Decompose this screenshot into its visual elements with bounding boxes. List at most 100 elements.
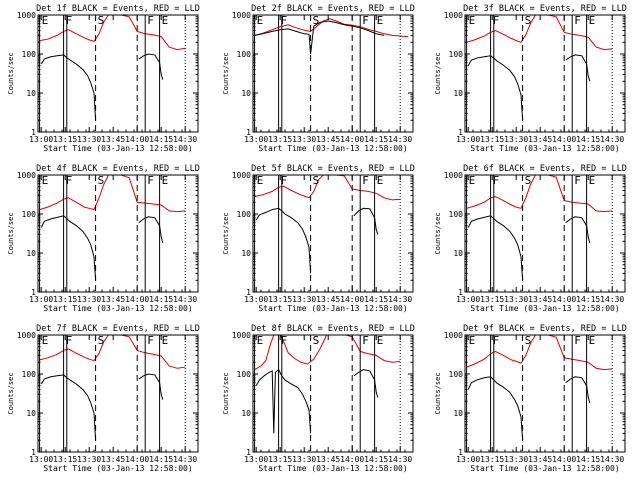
- event-marker-label: E: [469, 174, 476, 187]
- y-tick-label: 1000: [444, 331, 463, 340]
- y-tick-label: 1000: [232, 171, 251, 180]
- event-marker-label: F: [147, 334, 154, 347]
- panel-title: Det 4f BLACK = Events, RED = LLD: [36, 164, 200, 174]
- plot-frame: [252, 174, 414, 293]
- y-axis-label: Counts/sec: [7, 212, 15, 254]
- plot-area: [254, 18, 409, 55]
- plot-frame: [37, 334, 199, 453]
- x-tick-label: 14:00: [552, 135, 576, 144]
- plot-area: [466, 15, 613, 121]
- x-tick-label: 14:30: [173, 135, 197, 144]
- x-tick-label: 13:45: [101, 455, 125, 464]
- y-tick-label: 1: [458, 128, 463, 137]
- x-tick-label: 14:00: [125, 455, 149, 464]
- y-tick-label: 10: [26, 409, 36, 418]
- y-tick-label: 1: [246, 288, 251, 297]
- events-series-line: [467, 215, 591, 281]
- panel-title: Det 5f BLACK = Events, RED = LLD: [251, 164, 415, 174]
- x-tick-label: 13:30: [77, 135, 101, 144]
- lld-series-line: [39, 15, 186, 51]
- panel-title: Det 1f BLACK = Events, RED = LLD: [36, 4, 200, 14]
- event-marker-label: E: [589, 334, 596, 347]
- y-tick-label: 10: [26, 249, 36, 258]
- event-marker-label: F: [281, 174, 288, 187]
- x-tick-label: 13:45: [101, 135, 125, 144]
- event-marker-label: S: [525, 14, 532, 27]
- x-tick-label: 13:15: [480, 135, 504, 144]
- x-tick-label: 13:30: [292, 295, 316, 304]
- y-tick-label: 100: [237, 50, 252, 59]
- event-marker-label: S: [313, 334, 320, 347]
- event-marker-label: F: [574, 14, 581, 27]
- event-marker-label: E: [42, 334, 49, 347]
- lld-series-line: [466, 15, 613, 51]
- event-marker-label: F: [493, 174, 500, 187]
- y-tick-label: 1: [246, 128, 251, 137]
- plot-frame: [37, 174, 199, 293]
- x-tick-label: 13:00: [29, 135, 53, 144]
- lld-series-line: [466, 175, 613, 213]
- event-marker-label: E: [589, 14, 596, 27]
- event-marker-label: E: [377, 334, 384, 347]
- y-tick-label: 100: [237, 210, 252, 219]
- x-tick-label: 13:00: [244, 455, 268, 464]
- event-marker-label: S: [313, 174, 320, 187]
- event-marker-label: E: [162, 334, 169, 347]
- plot-area: [39, 15, 186, 121]
- x-tick-label: 13:15: [268, 135, 292, 144]
- plot-area: [39, 335, 186, 441]
- x-tick-label: 13:45: [101, 295, 125, 304]
- x-tick-label: 13:00: [244, 135, 268, 144]
- x-tick-label: 13:00: [456, 295, 480, 304]
- x-tick-label: 14:15: [576, 455, 600, 464]
- x-tick-label: 13:15: [268, 295, 292, 304]
- x-axis-label: Start Time (03-Jan-13 12:58:00): [43, 304, 192, 313]
- x-tick-label: 14:15: [364, 295, 388, 304]
- x-tick-label: 14:15: [364, 455, 388, 464]
- events-series-line: [40, 53, 164, 121]
- y-tick-label: 1: [246, 448, 251, 457]
- x-tick-label: 14:15: [576, 135, 600, 144]
- event-marker-label: F: [574, 174, 581, 187]
- y-tick-label: 1: [458, 288, 463, 297]
- event-marker-label: F: [574, 334, 581, 347]
- events-series-line: [467, 376, 591, 441]
- x-tick-label: 13:30: [77, 455, 101, 464]
- x-tick-label: 13:15: [480, 295, 504, 304]
- x-tick-label: 13:30: [77, 295, 101, 304]
- event-marker-label: F: [362, 334, 369, 347]
- x-tick-label: 14:30: [388, 455, 412, 464]
- lld-series-line: [466, 335, 613, 371]
- plot-frame: [252, 334, 414, 453]
- x-tick-label: 13:45: [528, 135, 552, 144]
- event-marker-label: S: [525, 174, 532, 187]
- y-tick-label: 10: [241, 249, 251, 258]
- y-tick-label: 100: [237, 370, 252, 379]
- y-tick-label: 1000: [444, 171, 463, 180]
- x-tick-label: 14:15: [149, 455, 173, 464]
- x-axis-label: Start Time (03-Jan-13 12:58:00): [470, 304, 619, 313]
- y-axis-label: Counts/sec: [7, 372, 15, 414]
- event-marker-label: E: [42, 174, 49, 187]
- x-tick-label: 14:15: [364, 135, 388, 144]
- panel-title: Det 8f BLACK = Events, RED = LLD: [251, 324, 415, 334]
- event-marker-label: E: [162, 174, 169, 187]
- x-tick-label: 14:15: [149, 135, 173, 144]
- x-tick-label: 14:15: [576, 295, 600, 304]
- y-tick-label: 10: [453, 409, 463, 418]
- panel-title: Det 6f BLACK = Events, RED = LLD: [463, 164, 627, 174]
- y-tick-label: 1: [31, 288, 36, 297]
- x-tick-label: 13:15: [480, 455, 504, 464]
- x-axis-label: Start Time (03-Jan-13 12:58:00): [43, 144, 192, 153]
- x-tick-label: 13:15: [53, 295, 77, 304]
- x-tick-label: 14:00: [340, 295, 364, 304]
- x-tick-label: 13:45: [316, 135, 340, 144]
- x-tick-label: 14:30: [600, 455, 624, 464]
- x-axis-label: Start Time (03-Jan-13 12:58:00): [258, 144, 407, 153]
- y-tick-label: 100: [22, 370, 37, 379]
